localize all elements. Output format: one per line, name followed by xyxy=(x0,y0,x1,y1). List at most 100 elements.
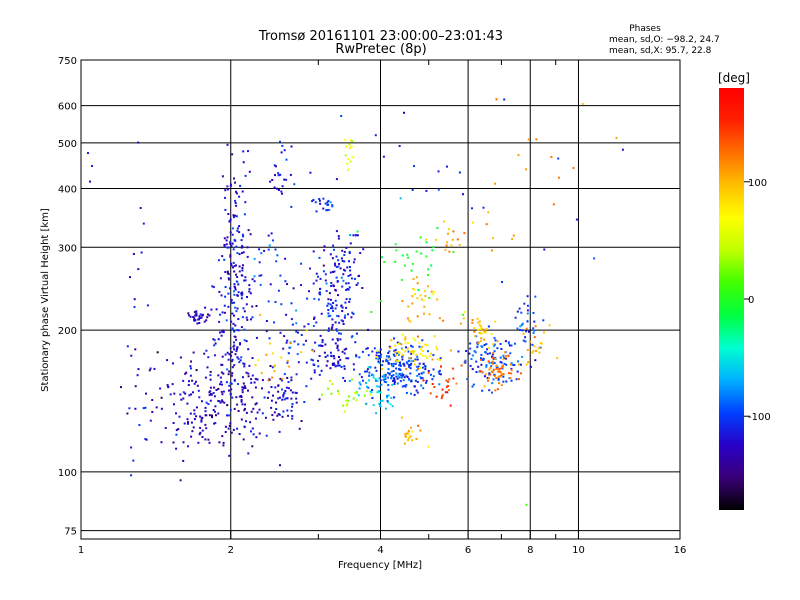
data-point xyxy=(446,391,449,394)
data-point xyxy=(315,321,318,324)
data-point xyxy=(365,347,368,350)
data-point xyxy=(420,298,423,301)
data-point xyxy=(235,215,238,218)
data-point xyxy=(331,383,334,386)
data-point xyxy=(193,311,196,314)
data-point xyxy=(356,234,359,237)
data-point xyxy=(243,409,246,412)
data-point xyxy=(251,374,254,377)
data-point xyxy=(400,374,403,377)
data-point xyxy=(307,323,310,326)
data-point xyxy=(404,341,407,344)
data-point xyxy=(254,377,257,380)
data-point xyxy=(492,343,495,346)
data-point xyxy=(615,136,618,139)
data-point xyxy=(349,266,351,268)
data-point xyxy=(334,264,337,267)
data-point xyxy=(193,409,196,412)
data-point xyxy=(195,314,198,317)
data-point xyxy=(295,397,298,400)
data-point xyxy=(321,345,324,347)
data-point xyxy=(233,238,236,241)
data-point xyxy=(261,387,263,390)
data-point xyxy=(413,350,416,353)
data-point xyxy=(394,351,397,354)
data-point xyxy=(238,361,241,364)
data-point xyxy=(302,343,305,346)
data-point xyxy=(318,355,321,357)
data-point xyxy=(521,355,524,358)
data-point xyxy=(221,330,224,333)
data-point xyxy=(407,342,409,345)
data-point xyxy=(320,369,323,372)
data-point xyxy=(418,345,421,348)
data-point xyxy=(497,370,499,373)
data-point xyxy=(525,363,528,366)
data-point xyxy=(442,319,445,322)
data-point xyxy=(494,389,497,392)
data-point xyxy=(502,354,505,357)
data-point xyxy=(482,359,485,361)
data-point xyxy=(348,251,351,253)
data-point xyxy=(321,339,324,341)
data-point xyxy=(496,366,499,369)
data-point xyxy=(492,378,495,381)
data-point xyxy=(441,393,444,396)
data-point xyxy=(520,324,523,327)
data-point xyxy=(232,266,234,269)
data-point xyxy=(277,413,280,415)
data-point xyxy=(343,316,346,319)
data-point xyxy=(445,385,448,388)
data-point xyxy=(533,345,536,348)
data-point xyxy=(209,399,212,402)
data-point xyxy=(219,401,222,404)
data-point xyxy=(332,244,335,247)
data-point xyxy=(226,368,229,371)
data-point xyxy=(335,276,338,279)
data-point xyxy=(313,297,316,300)
data-point xyxy=(209,374,212,377)
data-point xyxy=(233,314,235,317)
data-point xyxy=(403,376,406,379)
data-point xyxy=(484,373,487,376)
data-point xyxy=(288,365,291,368)
data-point xyxy=(462,317,465,320)
data-point xyxy=(448,250,451,253)
data-point xyxy=(345,399,348,402)
data-point xyxy=(132,253,135,255)
data-point xyxy=(236,227,239,230)
data-point xyxy=(182,397,185,400)
data-point xyxy=(445,379,448,382)
data-point xyxy=(322,197,325,200)
data-point xyxy=(424,355,427,357)
data-point xyxy=(407,305,410,308)
data-point xyxy=(244,279,247,282)
data-point xyxy=(231,233,234,236)
data-point xyxy=(247,348,250,351)
data-point xyxy=(231,227,234,230)
data-point xyxy=(233,301,236,304)
data-point xyxy=(480,337,483,340)
data-point xyxy=(485,223,488,226)
data-point xyxy=(236,307,239,310)
data-point xyxy=(472,383,475,386)
data-point xyxy=(219,277,222,280)
data-point xyxy=(343,410,346,413)
data-point xyxy=(331,326,334,329)
data-point xyxy=(236,403,239,406)
data-point xyxy=(219,383,221,386)
data-point xyxy=(220,363,223,366)
data-point xyxy=(476,317,479,320)
x-tick-label: 2 xyxy=(228,545,234,556)
data-point xyxy=(318,291,321,294)
data-point xyxy=(281,185,284,188)
data-point xyxy=(390,377,393,380)
data-point xyxy=(388,355,391,358)
data-point xyxy=(475,371,478,373)
data-point xyxy=(407,256,410,259)
data-point xyxy=(347,168,350,171)
data-point xyxy=(438,369,441,372)
data-point xyxy=(279,377,282,380)
data-point xyxy=(237,357,240,360)
